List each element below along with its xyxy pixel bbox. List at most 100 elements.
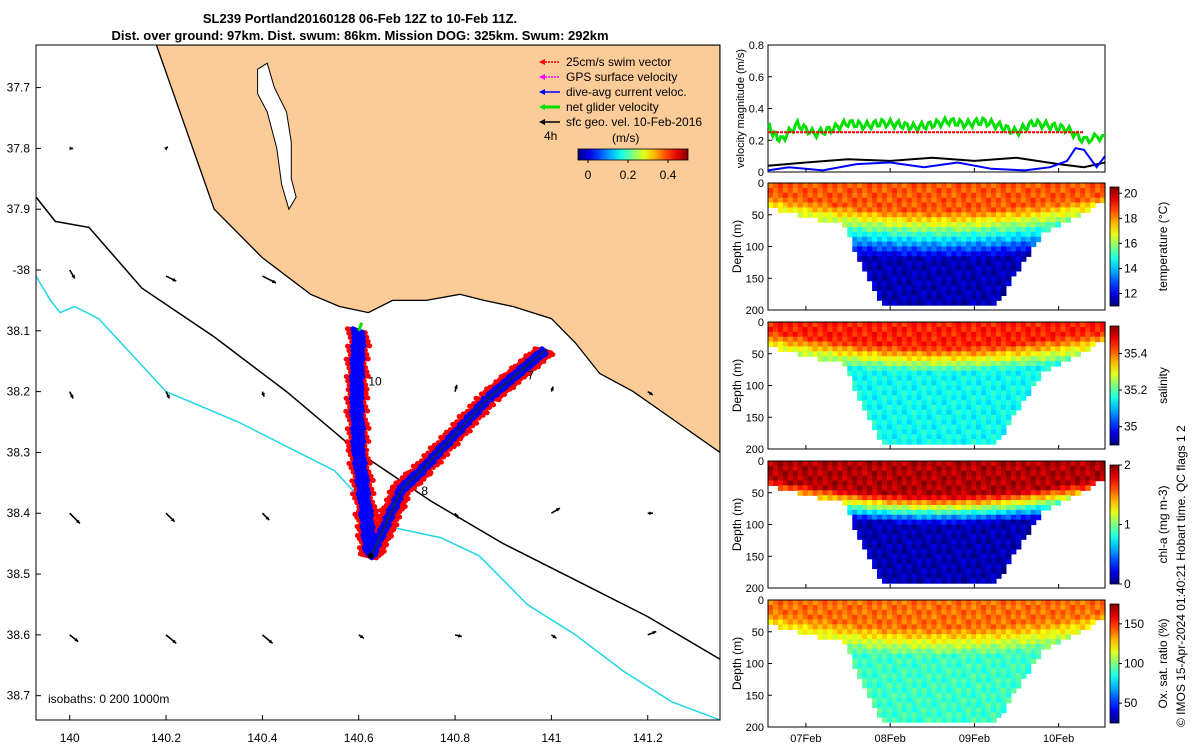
- salinity-y-label-2: 100: [746, 381, 764, 393]
- salinity-y-label-1: 50: [752, 349, 764, 361]
- chl-a-colorbar-label-0: 0: [1124, 577, 1131, 591]
- geo-vector-17: [647, 511, 653, 516]
- track-day-labels: 10 7 8: [368, 368, 534, 498]
- salinity-y-label-3: 150: [746, 412, 764, 424]
- salinity-y-label-0: 0: [758, 317, 764, 329]
- speed-colorbar-label-2: 0.4: [660, 168, 677, 182]
- map-x-tick-label-2: 140.4: [247, 731, 277, 745]
- legend-label-3: net glider velocity: [566, 100, 659, 114]
- salinity-cells: [768, 322, 1106, 445]
- temperature-y-label-4: 200: [746, 305, 764, 317]
- map-y-tick-label-1: 37.8: [7, 141, 31, 155]
- track-end-marker: [367, 552, 374, 559]
- track-line-up: [369, 348, 548, 557]
- net-velocity-start: [357, 322, 364, 332]
- map-x-tick-label-5: 141: [541, 731, 561, 745]
- map-y-tick-label-7: 38.4: [7, 506, 31, 520]
- velocity-series-geo: [767, 156, 1106, 169]
- speed-colorbar: [577, 148, 689, 161]
- temperature-y-label-0: 0: [758, 178, 764, 190]
- temperature-colorbar-label-1: 14: [1124, 261, 1138, 275]
- speed-colorbar-ticks: 0 0.2 0.4: [585, 160, 677, 182]
- salinity-colorbar-label-1: 35.2: [1124, 383, 1148, 397]
- map-y-tick-label-4: 38.1: [7, 324, 31, 338]
- salinity-colorbar-title: salinity: [1156, 367, 1170, 404]
- temperature-y-axis-label: Depth (m): [730, 220, 744, 273]
- oxygen-colorbar-label-0: 50: [1124, 696, 1138, 710]
- chl-a-panel: 0 50 100 150 200 Depth (m) 0 1 2 chl-a (mg m-3): [730, 456, 1170, 595]
- chl-a-y-label-0: 0: [758, 456, 764, 468]
- temperature-y-label-3: 150: [746, 273, 764, 285]
- salinity-colorbar-label-0: 35: [1124, 420, 1138, 434]
- temperature-colorbar-label-4: 20: [1124, 186, 1138, 200]
- oxygen-colorbar-label-1: 100: [1124, 657, 1144, 671]
- legend-entry-1: GPS surface velocity: [539, 70, 677, 84]
- salinity-y-label-4: 200: [746, 444, 764, 456]
- time-tick-label-0: 07Feb: [790, 733, 821, 745]
- track-label-2: 8: [421, 484, 428, 498]
- oxygen-y-label-1: 50: [752, 627, 764, 639]
- legend-entry-4: sfc geo. vel. 10-Feb-2016: [539, 115, 702, 129]
- temperature-colorbar-title: temperature (°C): [1156, 202, 1170, 292]
- geo-vector-1: [163, 146, 169, 151]
- chl-a-colorbar-label-2: 2: [1124, 458, 1131, 472]
- salinity-panel: 0 50 100 150 200 Depth (m) 35 35.2 35.4 salinity: [730, 317, 1170, 456]
- map-panel: 10 7 8 140 140.2 140.4 140.6 140.8 141 141.2 37.…: [7, 44, 721, 745]
- temperature-colorbar: [1109, 186, 1120, 307]
- map-x-tick-label-4: 140.8: [440, 731, 470, 745]
- temperature-y-label-2: 100: [746, 242, 764, 254]
- velocity-y-axis-label: velocity magnitude (m/s): [735, 49, 747, 168]
- legend-entry-2: dive-avg current veloc.: [539, 85, 687, 99]
- geo-vector-7: [261, 391, 265, 397]
- chl-a-colorbar: [1109, 464, 1120, 585]
- map-x-axis: 140 140.2 140.4 140.6 140.8 141 141.2: [60, 715, 663, 745]
- map-frame: [35, 44, 721, 721]
- temperature-colorbar-label-2: 16: [1124, 236, 1138, 250]
- temperature-colorbar-label-3: 18: [1124, 211, 1138, 225]
- geo-vector-9: [550, 386, 554, 392]
- map-x-tick-label-6: 141.2: [633, 731, 663, 745]
- geo-vector-20: [261, 634, 274, 644]
- track-label-0: 10: [368, 375, 382, 389]
- temperature-y-label-1: 50: [752, 210, 764, 222]
- oxygen-colorbar-label-2: 150: [1124, 617, 1144, 631]
- chl-a-y-label-2: 100: [746, 520, 764, 532]
- oxygen-panel: 0 50 100 150 200 Depth (m) 50 100 150 Ox. sat. ra…: [730, 595, 1170, 734]
- geo-vector-22: [454, 633, 463, 638]
- oxygen-colorbar-title: Ox. sat. ratio (%): [1156, 618, 1170, 708]
- footer-credit: © IMOS 15-Apr-2024 01:40:21 Hobart time.…: [1174, 425, 1188, 727]
- map-x-tick-label-1: 140.2: [151, 731, 181, 745]
- speed-colorbar-label-1: 0.2: [620, 168, 637, 182]
- geo-vector-18: [69, 634, 79, 643]
- geo-vector-2: [69, 269, 76, 279]
- geo-vector-10: [647, 390, 654, 396]
- velocity-y-label-3: 0.6: [749, 72, 764, 84]
- map-plot-area: 10 7 8: [36, 45, 720, 720]
- geo-vector-3: [165, 275, 177, 282]
- time-tick-label-2: 09Feb: [959, 733, 990, 745]
- geo-vector-23: [550, 634, 557, 639]
- chl-a-colorbar-title: chl-a (mg m-3): [1156, 485, 1170, 563]
- geo-vector-19: [165, 634, 177, 644]
- geo-vector-12: [165, 512, 176, 523]
- time-tick-label-1: 08Feb: [875, 733, 906, 745]
- geo-vector-16: [550, 507, 561, 514]
- isobath-200m-line: [36, 196, 720, 660]
- salinity-y-axis-label: Depth (m): [730, 359, 744, 412]
- chl-a-cells: [768, 461, 1106, 584]
- geo-vector-15: [454, 512, 460, 519]
- legend-time-tag: 4h: [544, 129, 557, 143]
- speed-colorbar-label-0: 0: [585, 168, 592, 182]
- oxygen-y-label-3: 150: [746, 690, 764, 702]
- temperature-cells: [768, 183, 1106, 306]
- temperature-panel: 0 50 100 150 200 Depth (m) 12 14 16 18 20 temperatu…: [730, 178, 1170, 317]
- geo-vector-13: [261, 512, 270, 521]
- legend-entry-3: net glider velocity: [539, 100, 659, 114]
- chl-a-y-label-3: 150: [746, 551, 764, 563]
- legend-label-0: 25cm/s swim vector: [566, 55, 671, 69]
- map-x-tick-label-0: 140: [60, 731, 80, 745]
- geo-vector-24: [647, 630, 657, 636]
- land-area: [155, 45, 720, 454]
- oxygen-colorbar: [1109, 603, 1120, 724]
